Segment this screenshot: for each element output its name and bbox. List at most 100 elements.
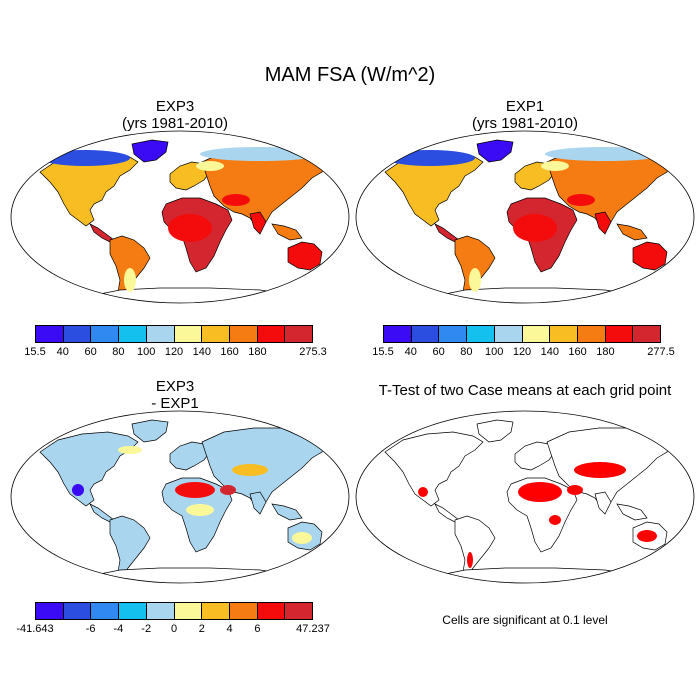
colorbar-swatch (550, 326, 578, 342)
sig-na (418, 487, 428, 497)
arabia-hot (222, 194, 250, 206)
colorbar-swatch (257, 326, 286, 342)
sahara-hot (513, 214, 557, 242)
colorbar-diff-ticks: -41.643 -6 -4 -2 0 2 4 6 47.237 (16, 623, 329, 637)
land-sa (109, 515, 151, 579)
land-india (249, 491, 267, 515)
diff-asia-positive (232, 464, 268, 476)
land-greenland (131, 139, 169, 163)
panel-exp3-title-line2: (yrs 1981-2010) (122, 115, 228, 132)
globe-outline (355, 130, 695, 304)
colorbar-swatch (36, 326, 64, 342)
land-seasia (616, 503, 648, 521)
colorbar-tick-label: 0 (170, 623, 178, 635)
land-greenland (476, 419, 514, 443)
sig-central-asia (574, 462, 626, 478)
colorbar-tick-label: 180 (248, 346, 267, 358)
colorbar-tick-label: 60 (432, 346, 445, 358)
scandinavia-band (196, 161, 224, 171)
colorbar-swatch (91, 326, 120, 342)
siberia-band (200, 147, 320, 161)
colorbar-tick-label: 47.237 (296, 623, 330, 635)
patagonia (124, 268, 136, 292)
colorbar-swatch (605, 326, 634, 342)
land-seasia (271, 223, 303, 241)
colorbar-swatch (63, 603, 92, 619)
colorbar-tick-label: 100 (485, 346, 504, 358)
land-ca (89, 223, 115, 243)
land-ca (434, 223, 460, 243)
colorbar-tick-label: -4 (113, 623, 124, 635)
land-india (594, 211, 612, 235)
diff-sahel (186, 504, 214, 516)
panel-exp1-title-line1: EXP1 (505, 98, 545, 115)
land-antarctica (394, 287, 666, 303)
patagonia (469, 268, 481, 292)
colorbar-swatch (174, 326, 203, 342)
colorbar-tick-label: 80 (460, 346, 473, 358)
land-india (594, 491, 612, 515)
colorbar-tick-label: 120 (164, 346, 184, 358)
colorbar-swatch (467, 326, 495, 342)
land-antarctica (49, 287, 321, 303)
colorbar-swatch (36, 603, 64, 619)
land-india (249, 211, 267, 235)
sig-east-africa (549, 515, 561, 525)
land-na (39, 431, 139, 507)
colorbar-tick-label: 140 (192, 346, 211, 358)
colorbar-swatch (384, 326, 412, 342)
arabia-hot (567, 194, 595, 206)
colorbar-swatch (633, 326, 661, 342)
map-exp1 (355, 130, 695, 304)
panel-ttest-title: T-Test of two Case means at each grid po… (378, 382, 672, 399)
colorbar-swatch (522, 326, 551, 342)
panel-exp3-title: EXP3 (yrs 1981-2010) (60, 98, 290, 132)
globe-outline (355, 410, 695, 584)
colorbar-swatch (494, 326, 523, 342)
colorbar-swatch (174, 603, 203, 619)
colorbar-swatch (146, 326, 175, 342)
colorbar-swatch (119, 326, 147, 342)
figure-title: MAM FSA (W/m^2) (264, 64, 436, 86)
colorbar-tick-label: 180 (596, 346, 615, 358)
sig-australia (637, 530, 657, 542)
land-antarctica (49, 567, 321, 583)
panel-exp1-title-line2: (yrs 1981-2010) (472, 115, 578, 132)
globe-outline (10, 410, 350, 584)
colorbar-exp1-ticks: 15.5 40 60 80 100 120 140 160 180 277.5 (372, 346, 674, 360)
colorbar-tick-label: 40 (404, 346, 417, 358)
land-europe (169, 441, 211, 471)
colorbar-swatch (91, 603, 120, 619)
arctic-band (385, 150, 475, 166)
sig-arabia (567, 485, 583, 495)
map-diff (10, 410, 350, 584)
diff-australia (292, 532, 312, 544)
land-exp3 (39, 139, 327, 303)
land-seasia (616, 223, 648, 241)
colorbar-swatch (146, 603, 175, 619)
colorbar-diff (35, 602, 313, 620)
colorbar-tick-label: 40 (56, 346, 69, 358)
land-australia (632, 241, 668, 271)
colorbar-tick-label: -41.643 (16, 623, 54, 635)
diff-sahara-positive (175, 482, 215, 498)
colorbar-tick-label: -2 (141, 623, 152, 635)
colorbar-swatch (229, 326, 258, 342)
colorbar-tick-label: 4 (226, 623, 233, 635)
ttest-significance-note: Cells are significant at 0.1 level (442, 613, 608, 627)
colorbar-swatch (285, 326, 313, 342)
colorbar-swatch (285, 603, 313, 619)
land-exp1 (384, 139, 672, 303)
panel-diff-title-line2: - EXP1 (151, 395, 199, 412)
colorbar-swatch (119, 603, 147, 619)
colorbar-tick-label: 15.5 (24, 346, 46, 358)
map-ttest (355, 410, 695, 584)
land-antarctica (394, 567, 666, 583)
land-greenland (476, 139, 514, 163)
arctic-band (40, 150, 130, 166)
colorbar-tick-label: -6 (85, 623, 96, 635)
land-europe (514, 441, 556, 471)
globe-outline (10, 130, 350, 304)
panel-exp1-title: EXP1 (yrs 1981-2010) (410, 98, 640, 132)
colorbar-swatch (577, 326, 606, 342)
